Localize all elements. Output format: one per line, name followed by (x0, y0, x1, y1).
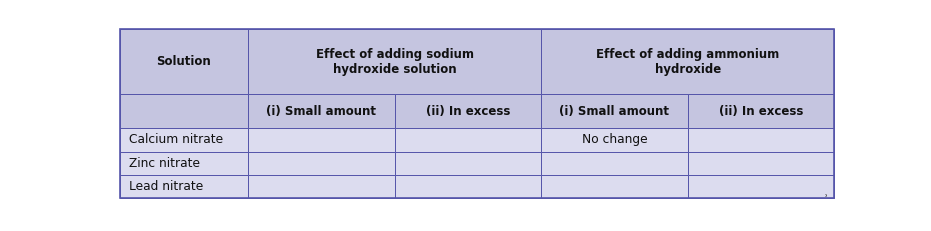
Bar (120, 128, 248, 152)
Bar (541, 152, 688, 175)
Bar (248, 175, 395, 198)
Bar (248, 152, 395, 175)
Text: Lead nitrate: Lead nitrate (128, 180, 203, 193)
Bar (248, 30, 541, 94)
Bar (120, 152, 248, 175)
Bar (395, 175, 541, 198)
Bar (688, 94, 834, 128)
Text: Effect of adding sodium
hydroxide solution: Effect of adding sodium hydroxide soluti… (316, 48, 474, 76)
Bar (248, 94, 395, 128)
Bar (248, 128, 395, 152)
Bar (120, 30, 248, 94)
Bar (541, 128, 688, 152)
Text: Effect of adding ammonium
hydroxide: Effect of adding ammonium hydroxide (596, 48, 779, 76)
Text: Calcium nitrate: Calcium nitrate (128, 133, 223, 146)
Bar (395, 128, 541, 152)
Bar (120, 175, 248, 198)
Text: ʾ: ʾ (824, 194, 827, 204)
Bar (688, 175, 834, 198)
Text: (i) Small amount: (i) Small amount (560, 105, 669, 118)
Text: Solution: Solution (156, 55, 211, 68)
Text: No change: No change (582, 133, 647, 146)
Bar (541, 94, 688, 128)
Text: (ii) In excess: (ii) In excess (425, 105, 510, 118)
Bar (395, 94, 541, 128)
Text: (i) Small amount: (i) Small amount (266, 105, 376, 118)
Bar (688, 128, 834, 152)
Text: Zinc nitrate: Zinc nitrate (128, 157, 199, 170)
Text: (ii) In excess: (ii) In excess (719, 105, 803, 118)
Bar (541, 175, 688, 198)
Bar (688, 152, 834, 175)
Bar (541, 30, 834, 94)
Bar (120, 94, 248, 128)
Bar (395, 152, 541, 175)
